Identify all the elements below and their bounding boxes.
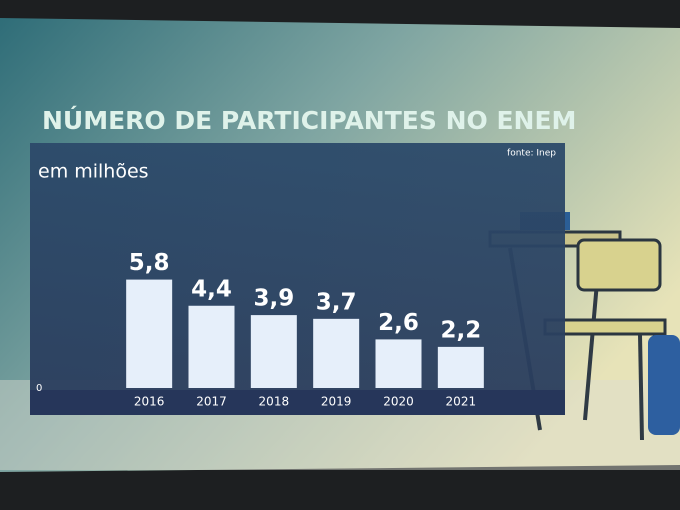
value-label: 2,2 [440, 317, 481, 343]
value-label: 3,7 [316, 289, 357, 315]
x-tick-label: 2016 [134, 395, 165, 409]
bar [250, 315, 297, 388]
x-tick-label: 2021 [446, 395, 477, 409]
value-label: 5,8 [129, 250, 170, 276]
bar [375, 339, 422, 388]
value-label: 4,4 [191, 276, 232, 302]
axis-band [30, 390, 565, 415]
source: fonte: Inep [507, 149, 556, 159]
bar [437, 346, 484, 388]
value-label: 3,9 [253, 286, 294, 312]
x-tick-label: 2019 [321, 395, 352, 409]
bar [126, 279, 173, 388]
x-tick-label: 2017 [196, 395, 227, 409]
chart-title: NÚMERO DE PARTICIPANTES NO ENEM [42, 105, 576, 135]
chart-panel [30, 143, 565, 415]
x-tick-label: 2020 [383, 395, 414, 409]
x-tick-label: 2018 [259, 395, 290, 409]
chart-subtitle: em milhões [38, 161, 149, 183]
bar [188, 305, 235, 388]
bar [313, 318, 360, 388]
y-tick-label: 0 [36, 383, 42, 394]
value-label: 2,6 [378, 310, 419, 336]
